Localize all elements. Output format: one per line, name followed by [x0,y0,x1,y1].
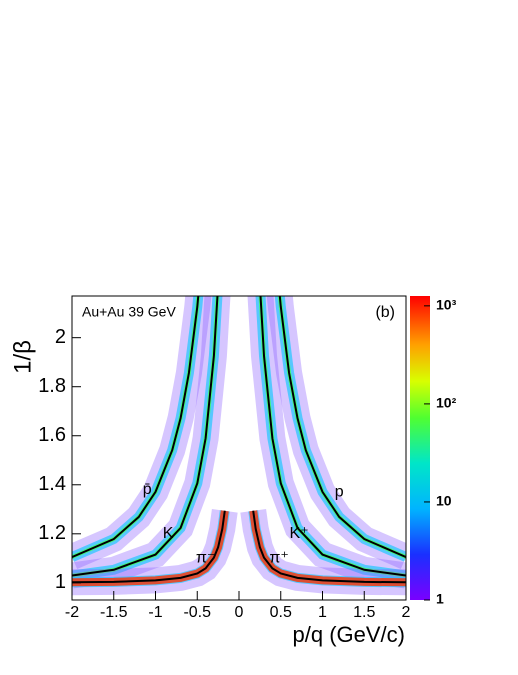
x-tick-label: 1.5 [353,604,375,621]
y-axis-label: 1/β [9,340,36,374]
y-tick-label: 1 [55,571,66,593]
density-bands [72,296,406,596]
y-tick-label: 1.4 [38,473,66,495]
curve [278,296,406,559]
y-tick-label: 1.2 [38,522,66,544]
curve [259,296,406,577]
y-tick-label: 1.6 [38,424,66,446]
z-tick-label: 10³ [436,297,457,313]
curve-label: K⁺ [290,525,309,542]
x-tick-label: -1.5 [100,604,128,621]
curve-label: p [335,483,344,500]
curve-label: p̄ [143,481,152,498]
x-tick-label: -0.5 [183,604,211,621]
curves [72,296,406,584]
curve-label: π⁻ [196,550,215,567]
x-tick-label: 0 [235,604,244,621]
annotation: Au+Au 39 GeV [82,304,176,320]
y-tick-label: 2 [55,326,66,348]
x-tick-label: 2 [402,604,411,621]
curve-label: K [163,525,174,542]
curve [72,296,200,559]
y-tick-label: 1.8 [38,375,66,397]
color-scale [410,296,430,600]
curve [72,510,226,584]
z-tick-label: 1 [436,591,444,607]
curve [252,510,406,584]
x-tick-label: -1 [148,604,162,621]
curve [72,296,219,577]
x-tick-label: 0.5 [270,604,292,621]
curve-label: π⁺ [269,550,288,567]
z-tick-label: 10² [436,395,457,411]
x-tick-label: 1 [318,604,327,621]
x-axis-label: p/q (GeV/c) [293,622,405,647]
annotation: (b) [375,304,395,321]
x-tick-label: -2 [65,604,79,621]
z-tick-label: 10 [436,493,452,509]
